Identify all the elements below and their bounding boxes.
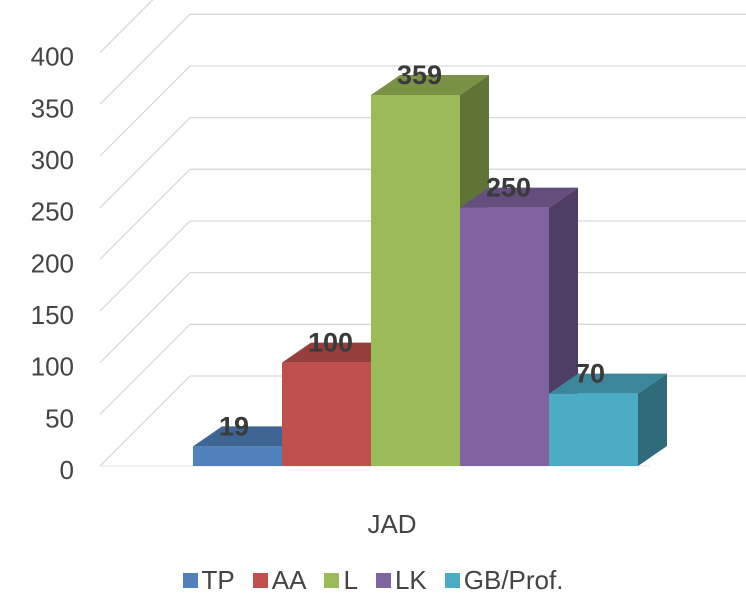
gridline-side	[99, 65, 191, 157]
bar-front	[193, 446, 282, 466]
legend-swatch	[182, 572, 198, 588]
legend-swatch	[252, 572, 268, 588]
gridline-side	[99, 272, 191, 364]
legend-swatch	[444, 572, 460, 588]
legend-swatch	[324, 572, 340, 588]
bar-side	[638, 373, 667, 466]
bar-top	[371, 75, 489, 95]
bar-front	[549, 393, 638, 466]
gridline-side	[99, 220, 191, 312]
y-axis-ticks: 0 50 100 150 200 250 300 350 400	[31, 42, 74, 485]
legend: TP AA L LK GB/Prof.	[0, 560, 746, 600]
gridline-side	[99, 117, 191, 209]
legend-swatch	[375, 572, 391, 588]
gridline-side	[99, 323, 191, 415]
data-label: 100	[308, 328, 353, 358]
data-label: 19	[219, 411, 249, 441]
legend-label: TP	[201, 564, 235, 595]
y-tick-label: 400	[31, 42, 74, 72]
legend-label: GB/Prof.	[463, 564, 564, 595]
y-tick-label: 50	[45, 403, 74, 433]
bars	[193, 75, 667, 467]
legend-label: L	[343, 564, 358, 595]
legend-label: AA	[271, 564, 307, 595]
y-tick-label: 100	[31, 352, 74, 382]
data-label: 359	[397, 60, 442, 90]
y-tick-label: 300	[31, 145, 74, 175]
legend-label: LK	[394, 564, 427, 595]
y-tick-label: 200	[31, 248, 74, 278]
y-tick-label: 0	[60, 455, 74, 485]
x-axis-categories: JAD	[367, 509, 416, 539]
bar-front	[460, 207, 549, 467]
gridline-side	[99, 168, 191, 260]
y-tick-label: 250	[31, 197, 74, 227]
bar-top	[193, 426, 311, 447]
legend-item: LK	[375, 564, 427, 596]
data-labels: 19 100 359 250 70	[219, 60, 605, 441]
y-tick-label: 350	[31, 93, 74, 123]
legend-item: AA	[252, 564, 307, 596]
bar-front	[282, 362, 371, 466]
bar-top	[460, 187, 578, 208]
bar-gb-prof	[549, 373, 667, 466]
data-label: 250	[486, 173, 531, 203]
legend-item: L	[324, 564, 358, 596]
x-category-label: JAD	[367, 509, 416, 539]
gridline-side	[99, 13, 191, 105]
bar-top	[549, 373, 667, 394]
gridline-side	[99, 375, 191, 467]
gridline-side	[99, 0, 154, 54]
bar-front	[371, 95, 460, 466]
bar-lk	[460, 187, 578, 467]
legend-item: TP	[182, 564, 235, 596]
chart: 0 50 100 150 200 250 300 350 400 19 100 359 250 70 J…	[31, 0, 746, 539]
bar-top	[282, 342, 400, 363]
y-tick-label: 150	[31, 300, 74, 330]
data-label: 70	[575, 359, 605, 389]
legend-item: GB/Prof.	[444, 564, 564, 596]
